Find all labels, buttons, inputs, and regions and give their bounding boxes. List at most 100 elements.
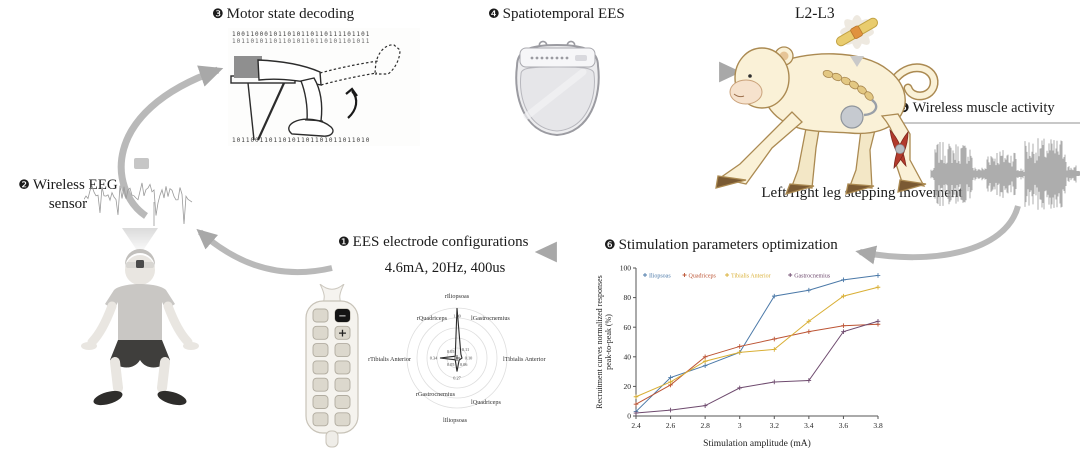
- x-tick-label: 2.6: [666, 421, 676, 430]
- y-tick-label: 100: [620, 264, 632, 273]
- electrode-contact: [334, 395, 351, 409]
- paddle-neck: [319, 284, 345, 304]
- data-marker: [737, 385, 743, 391]
- pg-sheen: [523, 68, 587, 120]
- radar-value-label: 0.10: [465, 356, 473, 361]
- person-shorts: [110, 340, 170, 368]
- hindlimb-muscle-icon: [889, 128, 909, 170]
- data-marker: [875, 273, 881, 278]
- y-tick-label: 20: [624, 382, 632, 391]
- emg-waveform: [930, 138, 1080, 210]
- pg-connector-dots: [530, 55, 587, 61]
- electrode-contact: [312, 412, 329, 427]
- electrode-contact: [312, 360, 329, 375]
- person-hair: [125, 249, 155, 268]
- data-marker: [875, 318, 881, 324]
- radar-value-label: 0.34: [430, 356, 438, 361]
- electrode-contact: [312, 343, 329, 358]
- step-1-text: EES electrode configurations: [352, 234, 529, 250]
- step-1-badge: ❶: [338, 235, 350, 250]
- legend-marker: [725, 273, 730, 277]
- spike-raster-top-row1: 100110001011010110110111101101: [232, 31, 370, 38]
- data-marker: [841, 293, 846, 299]
- spike-raster-top-row2: 101101011011010110110101101011: [232, 38, 370, 45]
- step-3-badge: ❸: [212, 7, 224, 22]
- radar-axis-label: rIliopsoas: [445, 293, 470, 300]
- data-marker: [806, 318, 812, 324]
- implant-device-icon: [840, 105, 864, 129]
- data-marker: [668, 407, 673, 413]
- person-leg-right: [157, 357, 170, 393]
- stimulation-params: 4.6mA, 20Hz, 400us: [384, 260, 506, 276]
- step-6-badge: ❻: [604, 238, 616, 253]
- step-2-text-line1: Wireless EEG: [32, 177, 118, 193]
- electrode-contact: [312, 325, 329, 340]
- cathode-minus-sign: −: [338, 311, 346, 322]
- spinal-cord-rod: [835, 17, 879, 47]
- step-4-badge: ❹: [488, 7, 500, 22]
- data-marker: [633, 394, 639, 400]
- electrode-contact: [334, 377, 351, 392]
- y-tick-label: 60: [624, 323, 632, 332]
- eeg-trace: [84, 182, 193, 225]
- radar-value-label: 0.05: [447, 362, 455, 367]
- step-ees-label: ❹ Spatiotemporal EES: [488, 5, 625, 24]
- legend-marker: [788, 273, 793, 277]
- data-marker: [771, 347, 777, 352]
- data-marker: [737, 350, 743, 355]
- muscle-selectivity-radar-chart: 1.00 0.11 0.100.06 0.27 0.05 0.34 0.05 rIliopso…: [368, 293, 546, 424]
- person-hand-right: [183, 342, 199, 350]
- spine-vertebrae-icon: [822, 70, 874, 101]
- eeg-sensor-icon: [136, 260, 144, 268]
- x-axis-label: Stimulation amplitude (mA): [703, 438, 811, 449]
- data-marker: [771, 293, 777, 299]
- zoom-pointer-icon: [850, 56, 864, 67]
- person-hand-left: [81, 342, 97, 350]
- data-marker: [875, 284, 881, 290]
- electrode-contact: [334, 325, 351, 340]
- data-marker: [633, 410, 639, 416]
- radar-ring: [436, 337, 478, 379]
- series-line: [635, 286, 879, 398]
- bench-icon: [230, 75, 296, 141]
- radar-value-label: 0.06: [460, 362, 468, 367]
- series-line: [635, 323, 879, 405]
- step-optimization-label: ❻ Stimulation parameters optimization: [604, 236, 838, 255]
- electrode-contact: [312, 308, 329, 323]
- radar-axis-label: lIliopsoas: [443, 417, 468, 424]
- data-marker: [702, 403, 708, 408]
- x-tick-label: 3.4: [804, 421, 814, 430]
- data-marker: [841, 323, 846, 329]
- data-marker: [702, 354, 708, 360]
- eeg-dongle-icon: [134, 158, 149, 169]
- series-line: [635, 274, 879, 412]
- step-5-text: Wireless muscle activity: [912, 100, 1055, 116]
- radar-axis-label: lQuadriceps: [471, 399, 501, 406]
- radar-axis-label: lGastrocnemius: [471, 315, 510, 322]
- x-tick-label: 2.4: [631, 421, 641, 430]
- eeg-beam-icon: [122, 228, 158, 255]
- arrow-eeg-to-motor: [117, 65, 224, 219]
- seated-hip-icon: [234, 56, 262, 78]
- step-eeg-label: ❷ Wireless EEG sensor: [4, 176, 132, 214]
- pulse-generator-illustration: [515, 40, 600, 137]
- recruitment-curves-chart: 0 20 40 60 80 100 2.4 2.6 2.8 3 3.2 3.4 3.6 3.8 Stimul…: [595, 264, 883, 449]
- data-marker: [771, 336, 777, 342]
- spike-raster-bottom-row: 101100110110101101101011011010: [232, 137, 370, 144]
- x-tick-label: 3.6: [839, 421, 849, 430]
- monkey-illustration: [715, 46, 939, 195]
- radar-axis-label: rGastrocnemius: [416, 391, 456, 398]
- legend-marker: [643, 273, 647, 277]
- data-marker: [771, 379, 777, 385]
- seated-person-illustration: [81, 228, 199, 406]
- y-tick-label: 0: [627, 412, 631, 421]
- x-tick-label: 3.2: [770, 421, 780, 430]
- radar-axis-label: rTibialis Anterior: [368, 356, 411, 363]
- data-marker: [668, 375, 673, 380]
- x-tick-label: 3.8: [873, 421, 883, 430]
- legend-label: Gastrocnemius: [794, 274, 831, 280]
- electrode-contact: [334, 412, 351, 427]
- electrode-contact: [312, 395, 329, 409]
- implant-lead-icon: [863, 99, 878, 117]
- monkey-tail-icon: [891, 63, 939, 101]
